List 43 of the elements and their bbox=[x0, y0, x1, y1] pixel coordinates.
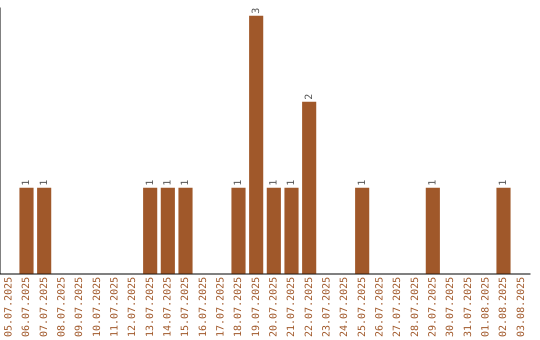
x-tick-label: 30.07.2025 bbox=[445, 276, 456, 338]
x-tick-label: 22.07.2025 bbox=[304, 276, 315, 338]
x-tick-label: 20.07.2025 bbox=[268, 276, 280, 338]
data-label: 1 bbox=[180, 180, 192, 186]
x-tick-label: 14.07.2025 bbox=[162, 276, 174, 338]
x-tick-label: 07.07.2025 bbox=[38, 276, 50, 338]
x-tick-label: 27.07.2025 bbox=[392, 276, 404, 338]
x-tick-label: 03.08.2025 bbox=[516, 276, 527, 338]
data-label: 1 bbox=[144, 180, 156, 186]
data-label: 1 bbox=[427, 180, 438, 186]
x-tick-label: 25.07.2025 bbox=[356, 276, 368, 338]
data-label: 1 bbox=[286, 180, 298, 186]
x-tick-label: 17.07.2025 bbox=[215, 276, 226, 338]
x-tick-label: 31.07.2025 bbox=[462, 276, 474, 338]
data-label: 3 bbox=[250, 8, 262, 14]
x-tick-label: 01.08.2025 bbox=[480, 276, 492, 338]
data-label: 1 bbox=[356, 180, 368, 186]
x-tick-label: 26.07.2025 bbox=[374, 276, 386, 338]
x-tick-label: 24.07.2025 bbox=[339, 276, 350, 338]
data-label: 1 bbox=[233, 180, 244, 186]
data-label: 1 bbox=[38, 180, 50, 186]
x-tick-label: 21.07.2025 bbox=[286, 276, 298, 338]
x-tick-label: 12.07.2025 bbox=[127, 276, 138, 338]
x-tick-label: 05.07.2025 bbox=[3, 276, 14, 338]
x-tick-label: 19.07.2025 bbox=[250, 276, 262, 338]
x-tick-label: 09.07.2025 bbox=[74, 276, 86, 338]
x-tick-label: 15.07.2025 bbox=[180, 276, 192, 338]
x-tick-label: 06.07.2025 bbox=[21, 276, 32, 338]
x-tick-label: 02.08.2025 bbox=[498, 276, 510, 338]
data-label: 1 bbox=[498, 180, 510, 186]
data-label: 1 bbox=[21, 180, 32, 186]
x-tick-label: 16.07.2025 bbox=[198, 276, 209, 338]
x-tick-label: 13.07.2025 bbox=[144, 276, 156, 338]
x-tick-label: 10.07.2025 bbox=[92, 276, 103, 338]
x-tick-label: 18.07.2025 bbox=[233, 276, 244, 338]
x-tick-label: 08.07.2025 bbox=[56, 276, 68, 338]
x-tick-label: 23.07.2025 bbox=[321, 276, 332, 338]
x-tick-label: 28.07.2025 bbox=[410, 276, 421, 338]
data-label: 1 bbox=[162, 180, 174, 186]
data-label: 1 bbox=[268, 180, 280, 186]
data-label: 2 bbox=[304, 94, 315, 100]
x-tick-label: 29.07.2025 bbox=[427, 276, 438, 338]
x-tick-label: 11.07.2025 bbox=[109, 276, 120, 338]
